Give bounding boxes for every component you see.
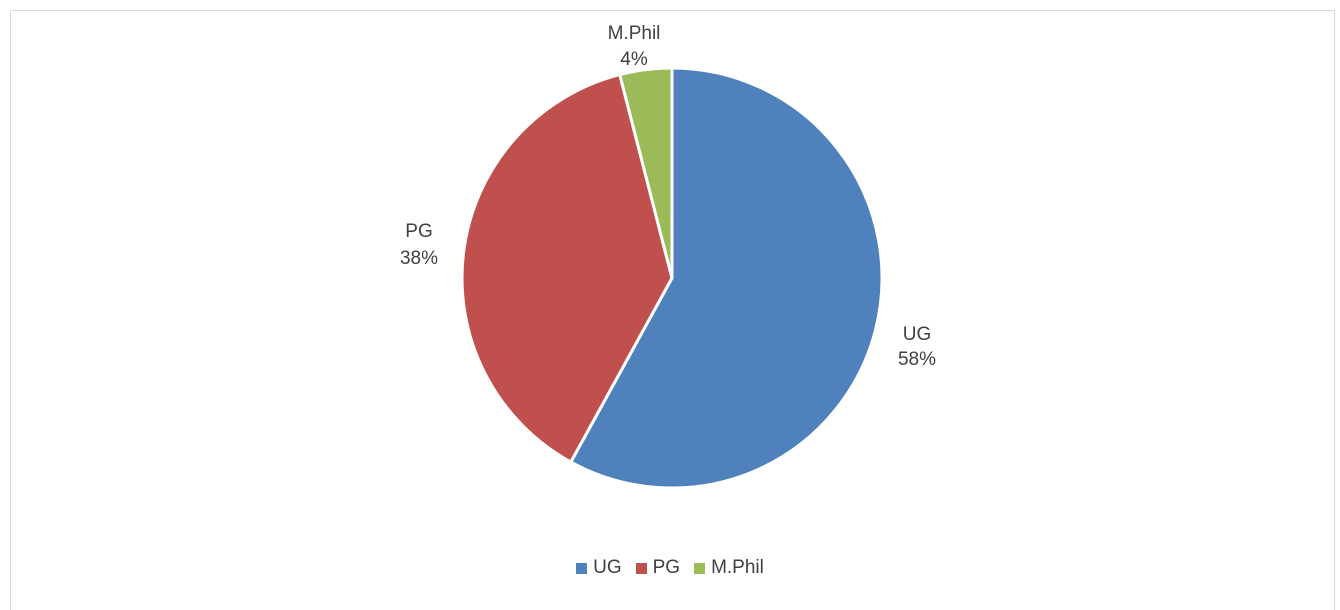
data-labels: UG 58% PG 38% M.Phil 4% [400,23,936,370]
legend-label-pg: PG [652,557,681,578]
chart-legend: UG PG M.Phil [0,557,1340,579]
legend-swatch-mphil [694,562,706,574]
data-label-ug-percent: 58% [898,349,936,370]
data-label-mphil-percent: 4% [620,49,648,70]
legend-item-mphil: M.Phil [694,557,764,579]
data-label-mphil-name: M.Phil [608,23,661,44]
legend-swatch-pg [635,562,647,574]
data-label-ug-name: UG [903,324,932,345]
legend-swatch-ug [576,562,588,574]
legend-item-ug: UG [576,557,622,579]
pie-slice-m-phil [618,66,674,280]
pie-slices [460,66,884,490]
legend-item-pg: PG [635,557,681,579]
legend-label-ug: UG [593,557,622,578]
pie-slice-ug [569,66,884,490]
legend-label-mphil: M.Phil [711,557,764,578]
data-label-pg-name: PG [405,221,432,242]
pie-slice-pg [460,73,674,464]
data-label-pg-percent: 38% [400,248,438,269]
